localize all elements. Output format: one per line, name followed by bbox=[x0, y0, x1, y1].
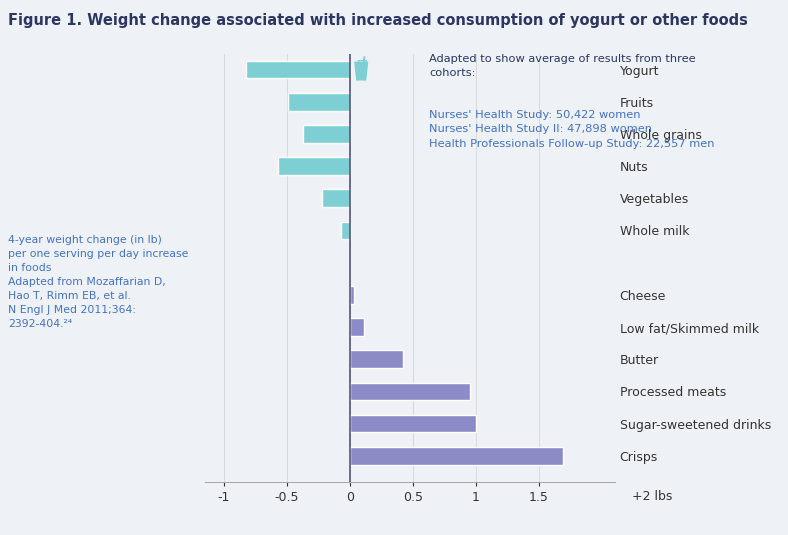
Bar bbox=[350, 286, 354, 304]
Text: Adapted to show average of results from three
cohorts:: Adapted to show average of results from … bbox=[429, 54, 696, 78]
Text: 🥛: 🥛 bbox=[356, 59, 367, 77]
Bar bbox=[350, 350, 403, 368]
Bar bbox=[350, 318, 364, 336]
Bar bbox=[341, 221, 350, 239]
Polygon shape bbox=[355, 62, 367, 80]
Bar bbox=[350, 415, 476, 432]
Bar bbox=[350, 447, 563, 464]
Text: +2 lbs: +2 lbs bbox=[632, 490, 672, 502]
Bar bbox=[322, 189, 350, 207]
Bar bbox=[288, 93, 350, 111]
Bar bbox=[303, 125, 350, 143]
Text: Figure 1. Weight change associated with increased consumption of yogurt or other: Figure 1. Weight change associated with … bbox=[8, 13, 748, 28]
Text: 4-year weight change (in lb)
per one serving per day increase
in foods
Adapted f: 4-year weight change (in lb) per one ser… bbox=[8, 235, 188, 330]
Bar bbox=[278, 157, 350, 175]
Bar bbox=[350, 383, 470, 400]
Text: Nurses' Health Study: 50,422 women
Nurses' Health Study II: 47,898 women
Health : Nurses' Health Study: 50,422 women Nurse… bbox=[429, 110, 715, 149]
Bar bbox=[247, 61, 350, 79]
